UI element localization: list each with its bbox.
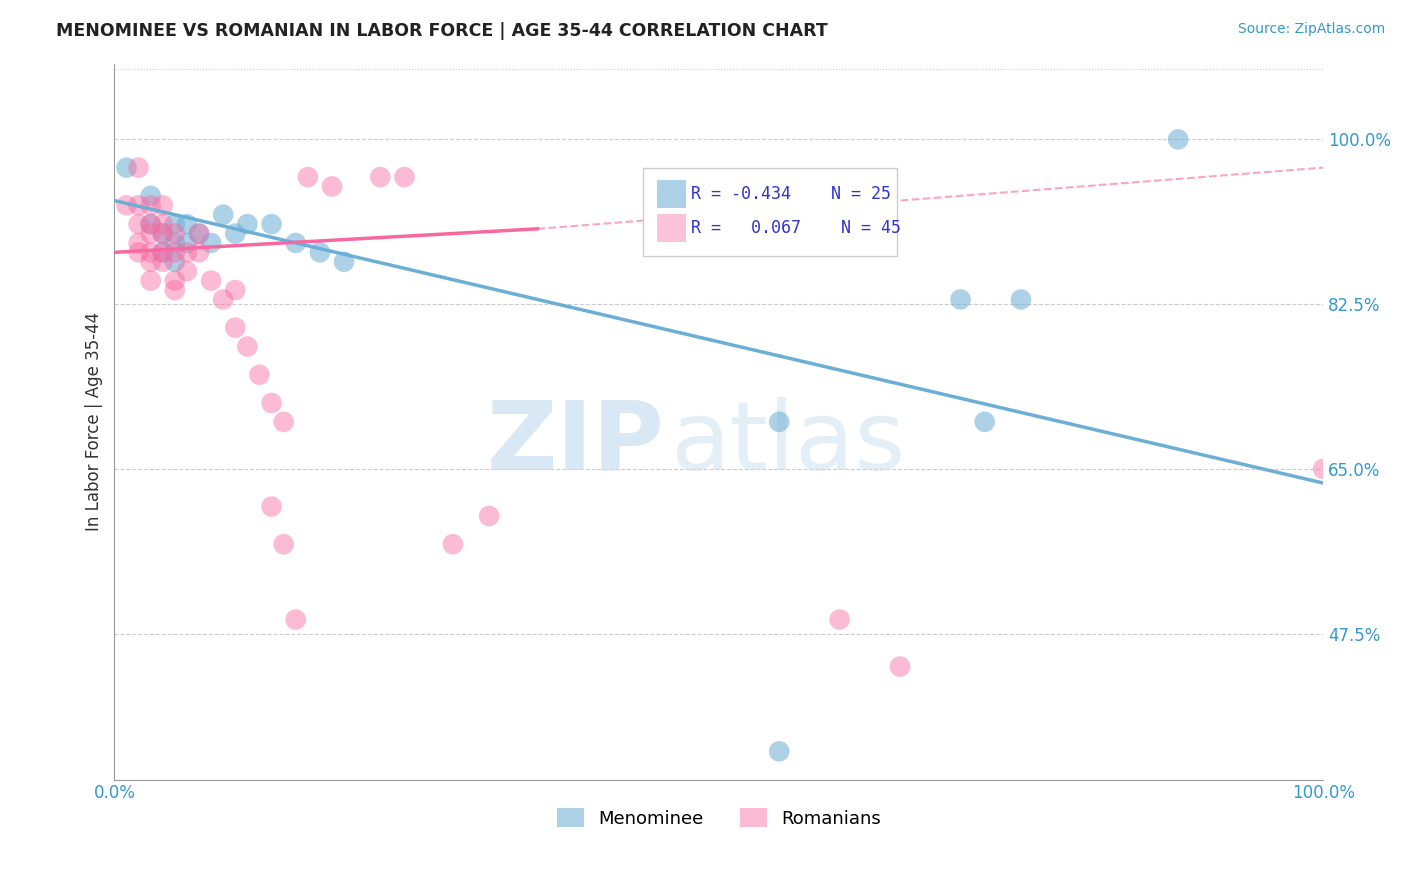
Point	[949, 293, 972, 307]
Point	[297, 169, 319, 184]
Point	[236, 339, 259, 353]
Point	[176, 235, 198, 250]
Point	[139, 274, 162, 288]
Point	[200, 235, 222, 250]
Point	[200, 274, 222, 288]
Point	[370, 169, 392, 184]
Point	[260, 217, 283, 231]
Point	[309, 245, 332, 260]
Point	[212, 293, 235, 307]
Point	[176, 264, 198, 278]
Text: Source: ZipAtlas.com: Source: ZipAtlas.com	[1237, 22, 1385, 37]
Point	[1167, 132, 1189, 146]
Point	[139, 189, 162, 203]
Point	[115, 198, 138, 212]
Point	[224, 283, 246, 297]
Point	[176, 245, 198, 260]
Point	[394, 169, 416, 184]
Point	[828, 613, 851, 627]
Text: atlas: atlas	[671, 397, 905, 490]
Point	[212, 208, 235, 222]
Point	[321, 179, 343, 194]
Point	[889, 659, 911, 673]
Point	[152, 198, 174, 212]
Point	[152, 227, 174, 241]
Point	[768, 744, 790, 758]
Point	[273, 415, 295, 429]
Point	[139, 217, 162, 231]
Point	[236, 217, 259, 231]
Point	[152, 245, 174, 260]
Point	[139, 198, 162, 212]
Point	[1312, 462, 1334, 476]
Point	[768, 415, 790, 429]
Point	[176, 217, 198, 231]
Point	[333, 254, 356, 268]
Point	[163, 217, 186, 231]
Point	[441, 537, 464, 551]
Point	[163, 274, 186, 288]
Point	[139, 254, 162, 268]
Point	[128, 235, 150, 250]
Point	[284, 235, 307, 250]
Point	[188, 245, 211, 260]
Legend: Menominee, Romanians: Menominee, Romanians	[550, 801, 889, 835]
Y-axis label: In Labor Force | Age 35-44: In Labor Force | Age 35-44	[86, 312, 103, 532]
Point	[115, 161, 138, 175]
Point	[128, 245, 150, 260]
Point	[224, 227, 246, 241]
Point	[139, 245, 162, 260]
Point	[163, 245, 186, 260]
Point	[139, 217, 162, 231]
Point	[163, 235, 186, 250]
Point	[224, 320, 246, 334]
Point	[249, 368, 271, 382]
Point	[152, 227, 174, 241]
Point	[152, 245, 174, 260]
Point	[188, 227, 211, 241]
Point	[128, 217, 150, 231]
Point	[152, 217, 174, 231]
Point	[163, 283, 186, 297]
Point	[188, 227, 211, 241]
Point	[260, 396, 283, 410]
Point	[284, 613, 307, 627]
Point	[152, 254, 174, 268]
Text: R = -0.434    N = 25: R = -0.434 N = 25	[690, 185, 890, 202]
Point	[163, 254, 186, 268]
Point	[1010, 293, 1032, 307]
Point	[128, 198, 150, 212]
Point	[260, 500, 283, 514]
Point	[973, 415, 995, 429]
Point	[163, 227, 186, 241]
Point	[128, 161, 150, 175]
Point	[273, 537, 295, 551]
Point	[139, 227, 162, 241]
Point	[478, 508, 501, 523]
Text: MENOMINEE VS ROMANIAN IN LABOR FORCE | AGE 35-44 CORRELATION CHART: MENOMINEE VS ROMANIAN IN LABOR FORCE | A…	[56, 22, 828, 40]
Text: R =   0.067    N = 45: R = 0.067 N = 45	[690, 219, 900, 236]
Text: ZIP: ZIP	[486, 397, 665, 490]
